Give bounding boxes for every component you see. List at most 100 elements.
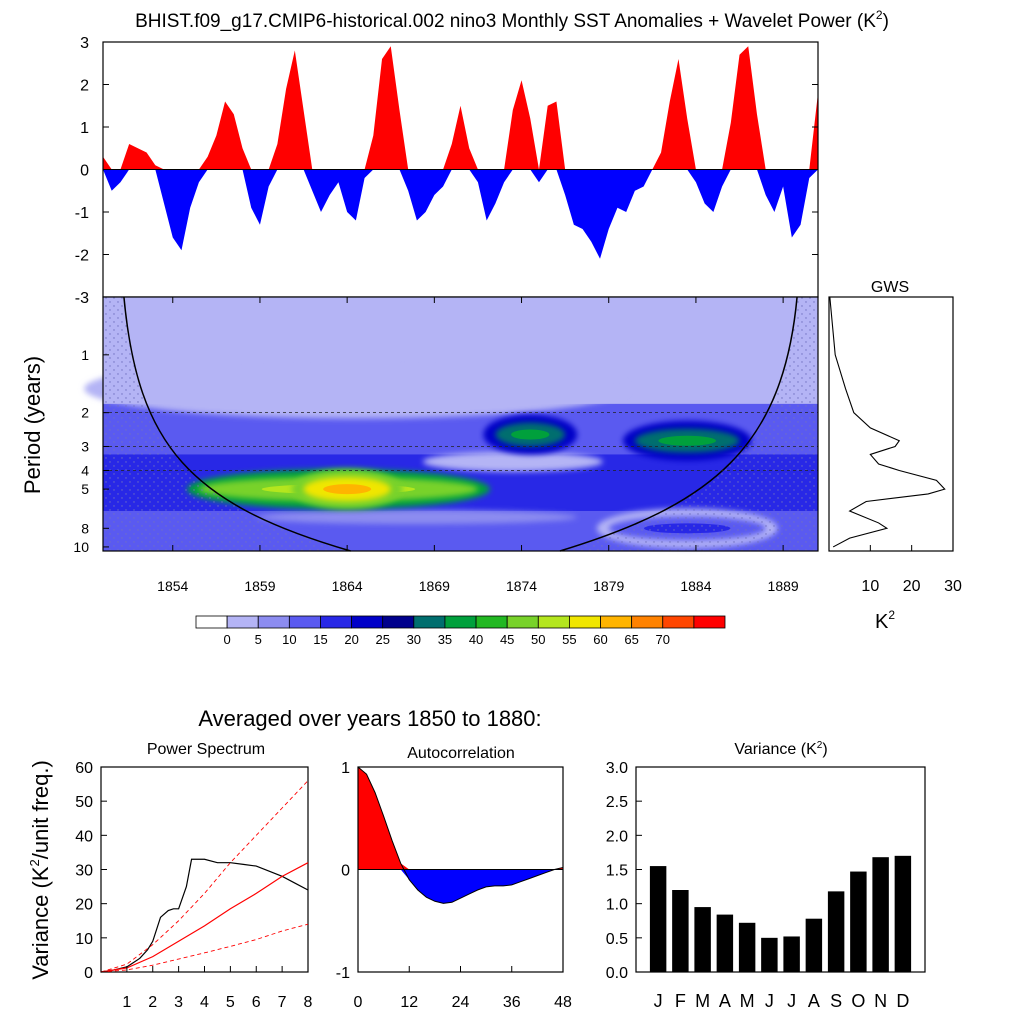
wavelet-ylabel: Period (years) (20, 356, 45, 494)
x-tick-label: 30 (944, 578, 962, 595)
y-tick-label: 1 (341, 760, 350, 777)
colorbar-cell (631, 615, 664, 629)
y-tick-label: 40 (75, 828, 93, 845)
coi-curve-left (123, 296, 351, 552)
variance-title: Variance (K2) (734, 740, 827, 758)
y-tick-label: 30 (75, 863, 93, 880)
variance-bar (783, 936, 800, 972)
y-tick-label: -2 (75, 248, 89, 265)
y-tick-label: 4 (81, 462, 89, 478)
colorbar-label: 0 (224, 632, 231, 647)
colorbar-label: 20 (344, 632, 358, 647)
colorbar-label: 10 (282, 632, 296, 647)
y-tick-label: 10 (75, 931, 93, 948)
colorbar-label: 60 (593, 632, 607, 647)
x-tick-label: 1874 (506, 578, 537, 594)
colorbar-label: 50 (531, 632, 545, 647)
month-label: A (719, 991, 731, 1011)
colorbar-cell (413, 615, 446, 629)
plot-frame (102, 296, 819, 552)
autocorr-line (357, 766, 564, 904)
y-tick-label: -1 (336, 965, 350, 982)
variance-bar (672, 890, 689, 972)
colorbar-cell (662, 615, 695, 629)
averaged-caption: Averaged over years 1850 to 1880: (198, 706, 541, 731)
variance-bar (894, 855, 912, 972)
month-label: A (808, 991, 820, 1011)
red-noise-line (100, 862, 309, 973)
y-tick-label: 0.0 (606, 965, 628, 982)
y-tick-label: 1.5 (606, 863, 628, 880)
x-tick-label: 20 (903, 578, 921, 595)
y-tick-label: 10 (73, 539, 89, 555)
y-tick-label: 1 (81, 347, 89, 363)
variance-bar (761, 937, 778, 972)
colorbar-label: 45 (500, 632, 514, 647)
x-tick-label: 48 (554, 994, 572, 1011)
positive-anomaly-area (103, 46, 818, 170)
autocorrelation-title: Autocorrelation (407, 745, 515, 762)
colorbar: 0 5 10 15 20 25 30 35 40 45 50 55 60 65 70 (195, 615, 726, 647)
month-label: D (896, 991, 909, 1011)
month-label: M (740, 991, 755, 1011)
x-tick-label: 1 (122, 994, 131, 1011)
colorbar-cell (475, 615, 508, 629)
coi-curve-right (559, 296, 798, 552)
x-tick-label: 8 (304, 994, 313, 1011)
colorbar-cell (226, 615, 259, 629)
negative-anomaly-area (103, 169, 818, 259)
y-tick-label: 8 (81, 520, 89, 536)
y-tick-label: -1 (75, 205, 89, 222)
positive-autocorr-area (358, 767, 563, 870)
upper-confidence-line (100, 780, 309, 973)
colorbar-label: 40 (469, 632, 483, 647)
x-tick-label: 5 (226, 994, 235, 1011)
x-tick-label: 6 (252, 994, 261, 1011)
y-tick-label: 0 (80, 163, 89, 180)
colorbar-cell (257, 615, 290, 629)
y-tick-label: 60 (75, 760, 93, 777)
y-tick-label: 20 (75, 897, 93, 914)
plot-frame (828, 296, 954, 552)
colorbar-cell (506, 615, 539, 629)
y-tick-label: 3 (81, 438, 89, 454)
coi-stipple-right (559, 297, 818, 551)
colorbar-label: 70 (656, 632, 670, 647)
month-label: F (675, 991, 686, 1011)
month-label: J (654, 991, 663, 1011)
colorbar-label: 65 (624, 632, 638, 647)
colorbar-cell (693, 615, 726, 629)
colorbar-cell (569, 615, 601, 629)
x-tick-label: 0 (354, 994, 363, 1011)
power-spectrum-title: Power Spectrum (147, 741, 265, 758)
colorbar-cell (351, 615, 384, 629)
variance-panel: J F M A M J J A S O N D0.00.51.01.52.02.53.0 (606, 760, 926, 1011)
y-tick-label: 2 (81, 405, 89, 421)
variance-bar (738, 922, 756, 972)
variance-bar (649, 866, 667, 972)
y-tick-label: 3 (80, 35, 89, 52)
colorbar-label: 5 (255, 632, 262, 647)
quiet-region (422, 451, 603, 472)
colorbar-cell (600, 615, 633, 629)
month-label: S (830, 991, 842, 1011)
x-tick-label: 1889 (768, 578, 799, 594)
x-tick-label: 1864 (332, 578, 363, 594)
variance-bar (872, 857, 889, 972)
x-tick-label: 7 (278, 994, 287, 1011)
month-label: J (787, 991, 796, 1011)
x-tick-label: 1884 (680, 578, 711, 594)
power-blob-core (511, 429, 550, 440)
colorbar-label: 55 (562, 632, 576, 647)
colorbar-label: 30 (407, 632, 421, 647)
quiet-region (84, 358, 628, 419)
y-tick-label: 0 (341, 863, 350, 880)
plot-frame (100, 766, 309, 973)
power-blob-core (323, 484, 372, 495)
x-tick-label: 1869 (419, 578, 450, 594)
x-tick-label: 10 (861, 578, 879, 595)
lower-confidence-line (100, 923, 309, 973)
y-tick-label: 2 (80, 78, 89, 95)
month-label: O (851, 991, 865, 1011)
y-tick-label: 5 (81, 481, 89, 497)
